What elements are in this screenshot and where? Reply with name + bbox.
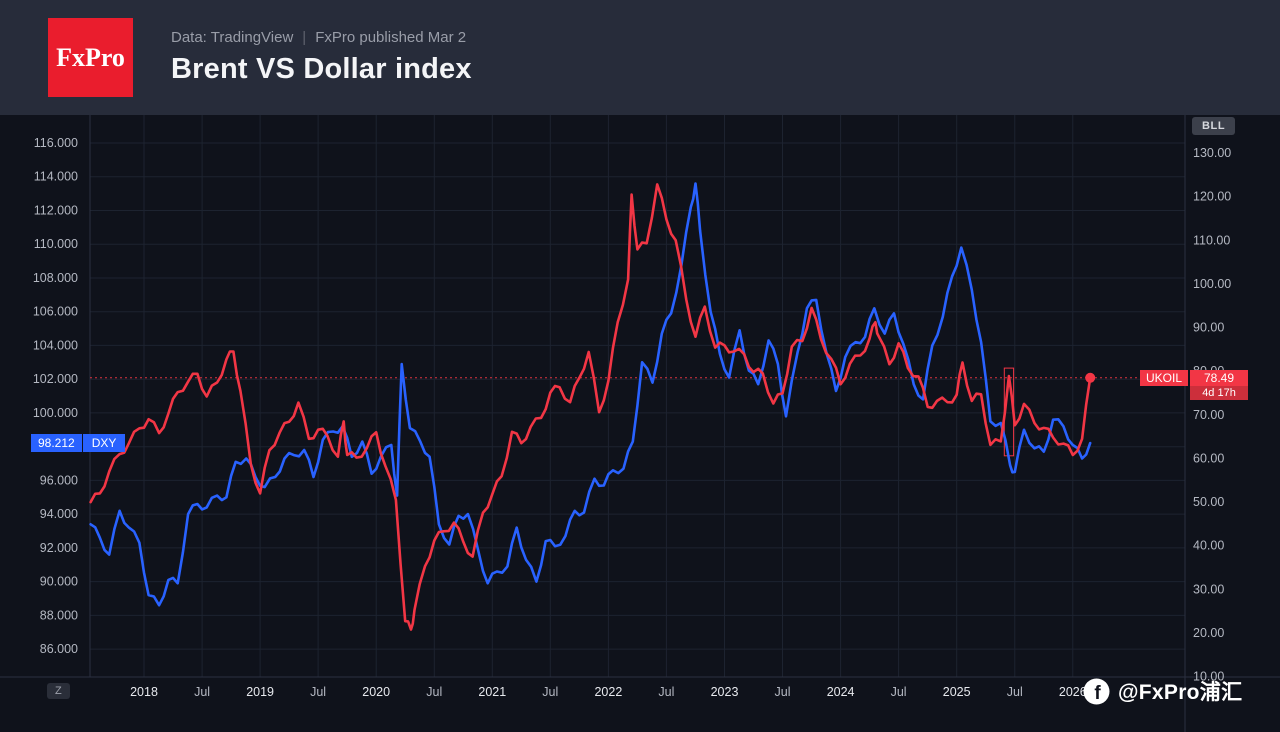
svg-text:110.000: 110.000 xyxy=(34,237,78,251)
svg-text:86.000: 86.000 xyxy=(40,642,78,656)
fxpro-logo: FxPro xyxy=(48,18,133,97)
svg-text:106.000: 106.000 xyxy=(33,305,78,319)
svg-text:Jul: Jul xyxy=(426,685,442,699)
svg-text:2021: 2021 xyxy=(478,685,506,699)
chart-title: Brent VS Dollar index xyxy=(171,53,472,85)
svg-text:120.00: 120.00 xyxy=(1193,190,1231,204)
dxy-price-value: 98.212 xyxy=(31,434,82,452)
svg-text:2018: 2018 xyxy=(130,685,158,699)
svg-text:Jul: Jul xyxy=(775,685,791,699)
svg-text:2024: 2024 xyxy=(827,685,855,699)
axis-borders xyxy=(0,115,1280,732)
svg-text:Jul: Jul xyxy=(310,685,326,699)
symbol-badge[interactable]: BLL xyxy=(1192,117,1236,135)
watermark-handle: @FxPro浦汇 xyxy=(1118,681,1243,704)
fxpro-logo-text: FxPro xyxy=(56,42,125,72)
svg-text:100.00: 100.00 xyxy=(1193,277,1231,291)
grid-lines xyxy=(90,115,1185,677)
right-axis-labels: 130.00120.00110.00100.0090.0080.0070.006… xyxy=(1193,146,1231,684)
data-source-line: Data: TradingView | FxPro published Mar 2 xyxy=(171,29,472,46)
svg-text:Jul: Jul xyxy=(542,685,558,699)
svg-text:94.000: 94.000 xyxy=(40,507,78,521)
svg-text:2026: 2026 xyxy=(1059,685,1087,699)
title-block: Data: TradingView | FxPro published Mar 2 … xyxy=(171,29,472,86)
svg-text:90.00: 90.00 xyxy=(1193,321,1224,335)
svg-text:2020: 2020 xyxy=(362,685,390,699)
svg-text:100.000: 100.000 xyxy=(33,406,78,420)
svg-text:70.00: 70.00 xyxy=(1193,408,1224,422)
svg-text:Jul: Jul xyxy=(1007,685,1023,699)
svg-text:60.00: 60.00 xyxy=(1193,452,1224,466)
svg-text:110.00: 110.00 xyxy=(1193,233,1230,247)
ukoil-series-tag: UKOIL xyxy=(1140,370,1189,386)
svg-text:Jul: Jul xyxy=(194,685,210,699)
ukoil-last-price-dot xyxy=(1085,372,1096,383)
svg-text:20.00: 20.00 xyxy=(1193,626,1224,640)
svg-text:30.00: 30.00 xyxy=(1193,582,1224,596)
svg-text:90.000: 90.000 xyxy=(40,575,78,589)
chart-area: 116.000 114.000 112.000 110.000 108.000 106.0… xyxy=(0,115,1280,732)
timezone-button[interactable]: Z xyxy=(47,683,70,699)
svg-text:Jul: Jul xyxy=(891,685,907,699)
svg-text:92.000: 92.000 xyxy=(40,541,78,555)
watermark: f @FxPro浦汇 xyxy=(1083,676,1242,706)
svg-text:40.00: 40.00 xyxy=(1193,539,1224,553)
svg-text:Jul: Jul xyxy=(658,685,674,699)
svg-text:114.000: 114.000 xyxy=(34,170,78,184)
ukoil-price-box: 78.49 4d 17h xyxy=(1190,370,1249,400)
svg-text:2025: 2025 xyxy=(943,685,971,699)
ukoil-countdown: 4d 17h xyxy=(1190,386,1249,400)
svg-text:116.000: 116.000 xyxy=(34,136,78,150)
svg-text:2019: 2019 xyxy=(246,685,274,699)
svg-text:108.000: 108.000 xyxy=(33,271,78,285)
dxy-series-tag: DXY xyxy=(82,434,126,452)
svg-text:2023: 2023 xyxy=(711,685,739,699)
svg-text:102.000: 102.000 xyxy=(33,372,78,386)
svg-text:112.000: 112.000 xyxy=(34,204,78,218)
ukoil-price-value: 78.49 xyxy=(1190,370,1249,386)
svg-text:2022: 2022 xyxy=(594,685,622,699)
left-axis-labels: 116.000 114.000 112.000 110.000 108.000 106.0… xyxy=(33,136,78,656)
ukoil-series-line xyxy=(89,183,1092,631)
svg-text:10.00: 10.00 xyxy=(1193,670,1224,684)
facebook-icon: f xyxy=(1083,678,1110,705)
data-source-text: Data: TradingView xyxy=(171,29,294,46)
x-axis-labels: 2018 Jul 2019 Jul 2020 Jul 2021 Jul 2022 Jul 2023 J… xyxy=(130,685,1087,699)
dxy-price-label: 98.212 DXY xyxy=(31,434,126,452)
ukoil-price-label: UKOIL 78.49 4d 17h xyxy=(1140,370,1249,400)
header: FxPro Data: TradingView | FxPro published … xyxy=(0,0,1280,115)
subtitle-separator: | xyxy=(302,29,307,46)
svg-text:50.00: 50.00 xyxy=(1193,495,1224,509)
svg-text:f: f xyxy=(1094,683,1101,704)
price-chart-canvas[interactable]: 116.000 114.000 112.000 110.000 108.000 106.0… xyxy=(0,115,1280,732)
svg-text:88.000: 88.000 xyxy=(40,608,78,622)
publish-info-text: FxPro published Mar 2 xyxy=(315,29,467,46)
svg-text:104.000: 104.000 xyxy=(33,338,78,352)
svg-text:96.000: 96.000 xyxy=(40,473,78,487)
svg-text:130.00: 130.00 xyxy=(1193,146,1231,160)
